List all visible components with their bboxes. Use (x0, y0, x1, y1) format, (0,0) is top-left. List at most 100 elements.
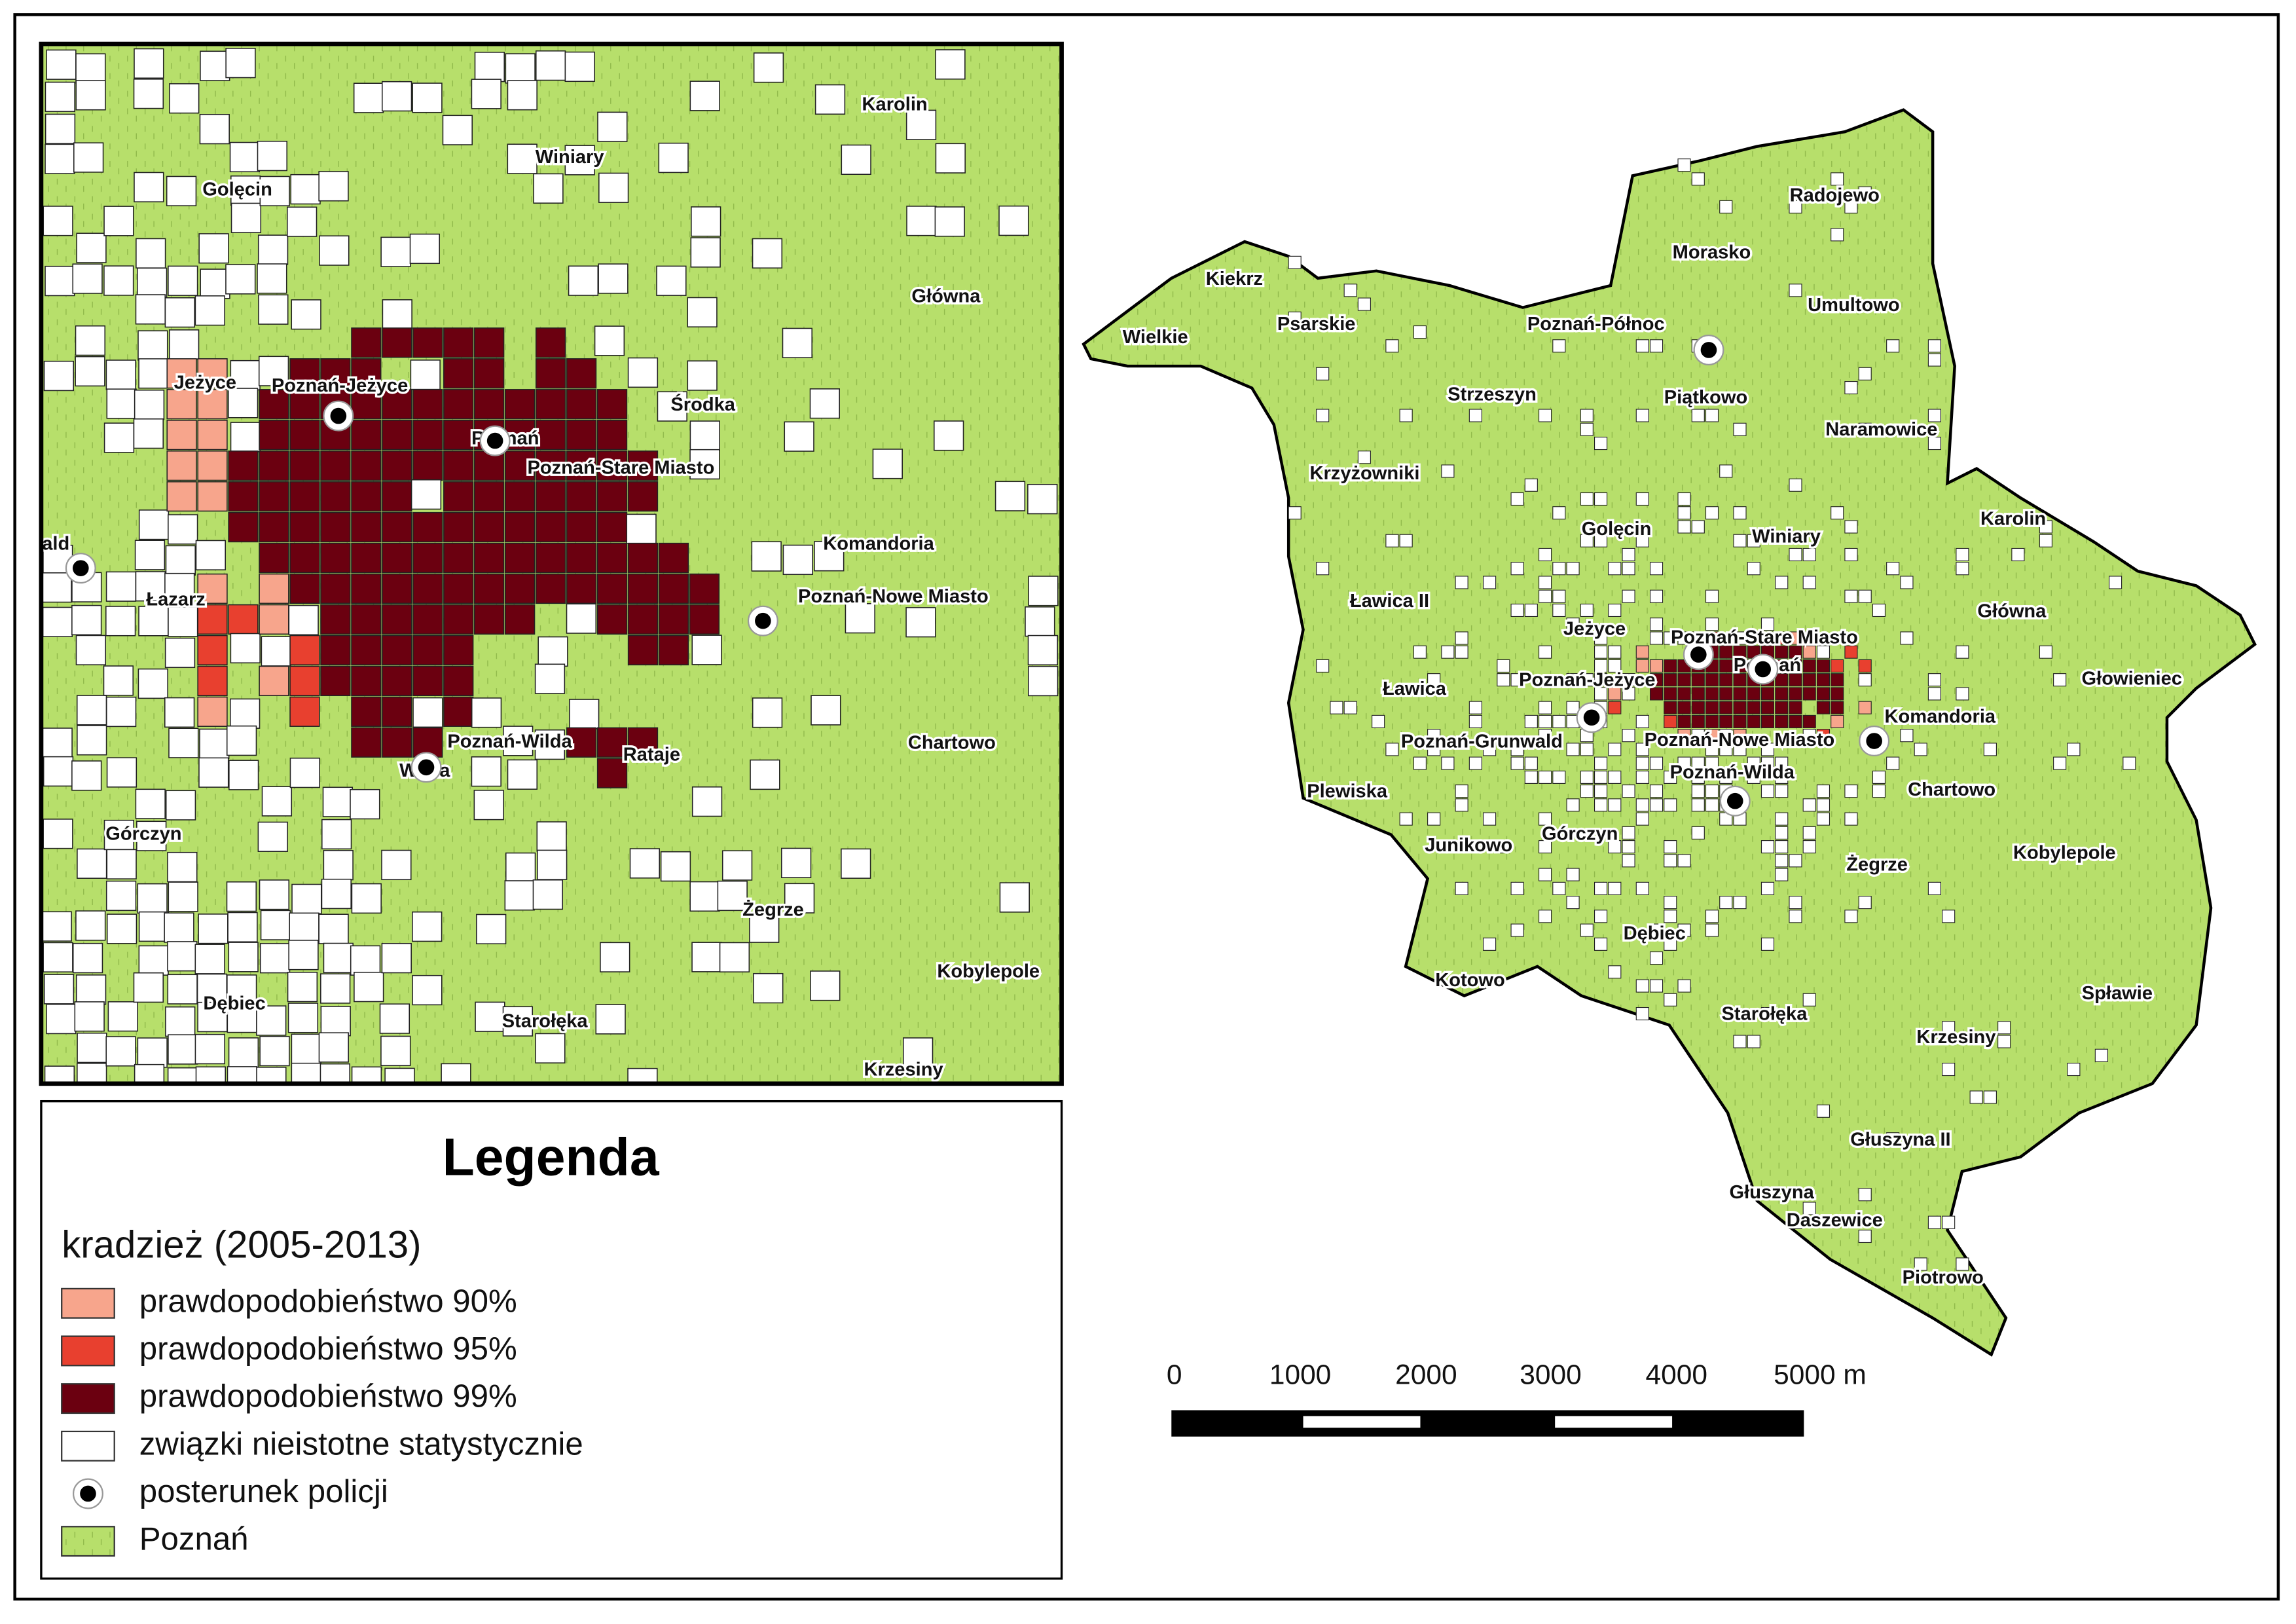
district-label: Dębiec (203, 993, 265, 1014)
inset-cell (505, 481, 536, 512)
main-cell (1760, 840, 1775, 854)
district-label: Kobylepole (2013, 842, 2116, 863)
main-cell (1802, 826, 1816, 840)
inset-cell (721, 850, 753, 881)
main-cell (1635, 743, 1649, 756)
inset-cell (566, 511, 597, 543)
inset-cell (1027, 484, 1058, 515)
inset-cell (105, 880, 137, 912)
main-cell (1844, 200, 1858, 213)
inset-cell (1027, 635, 1059, 666)
inset-cell (318, 1032, 349, 1063)
inset-cell (197, 481, 228, 512)
inset-cell (810, 970, 841, 1001)
main-cell (1664, 993, 1677, 1006)
police-station-dot (1690, 646, 1707, 663)
inset-cell (106, 849, 137, 879)
main-cell (1580, 923, 1594, 937)
main-cell (1858, 701, 1872, 714)
main-cell (1649, 923, 1664, 937)
inset-cell (290, 174, 321, 205)
inset-cell (228, 760, 259, 790)
inset-cell (320, 450, 351, 481)
main-cell (1510, 923, 1524, 937)
main-cell (1635, 979, 1649, 993)
main-cell (1622, 547, 1635, 562)
district-label: Główna (911, 286, 981, 307)
inset-cell (596, 758, 628, 788)
main-cell (1524, 756, 1538, 770)
legend-swatch (61, 1335, 115, 1367)
main-cell (1831, 714, 1844, 728)
main-cell (1900, 631, 1914, 645)
main-cell (1316, 659, 1330, 673)
main-cell (1789, 284, 1802, 297)
inset-cell (507, 143, 538, 174)
main-cell (1802, 993, 1816, 1006)
main-cell (1664, 701, 1677, 714)
main-cell (1691, 756, 1705, 770)
district-label: Golęcin (1582, 519, 1652, 540)
legend-swatch (61, 1526, 115, 1557)
main-cell (1705, 714, 1719, 728)
inset-cell (934, 206, 965, 237)
main-cell (1664, 910, 1677, 923)
main-cell (1719, 645, 1733, 659)
inset-cell (321, 819, 352, 850)
main-cell (1608, 770, 1622, 784)
inset-cell (752, 697, 783, 728)
main-cell (1775, 673, 1789, 687)
scale-label: 1000 (1269, 1359, 1331, 1390)
inset-cell (289, 358, 320, 389)
inset-cell (351, 450, 382, 481)
main-cell (1580, 784, 1594, 798)
scale-label: 0 (1167, 1359, 1182, 1390)
main-cell (1552, 770, 1566, 784)
inset-cell (474, 573, 505, 604)
inset-cell (137, 267, 168, 298)
inset-cell (168, 606, 198, 637)
main-cell (1942, 1215, 1956, 1229)
main-cell (1997, 1021, 2011, 1035)
inset-cell (658, 635, 689, 666)
main-cell (1789, 687, 1802, 701)
inset-cell (535, 389, 566, 420)
inset-cell (135, 788, 166, 819)
main-cell (1844, 380, 1858, 395)
inset-cell (194, 1033, 225, 1065)
main-cell (1691, 826, 1705, 840)
inset-cell (137, 330, 168, 361)
inset-cell (412, 420, 443, 451)
main-cell (1775, 701, 1789, 714)
inset-cell (137, 883, 168, 914)
main-cell (1580, 492, 1594, 506)
main-cell (1455, 645, 1468, 659)
inset-cell (289, 573, 320, 604)
main-cell (1413, 325, 1427, 339)
main-cell (1942, 910, 1956, 923)
district-label: Piątkowo (1664, 387, 1748, 408)
main-cell (1691, 520, 1705, 534)
main-cell (1816, 1104, 1831, 1118)
inset-cell (320, 573, 351, 604)
inset-cell (533, 173, 564, 204)
main-cell (1983, 1090, 1997, 1104)
main-cell (1413, 645, 1427, 659)
inset-cell (443, 450, 474, 481)
inset-cell (168, 728, 199, 758)
main-cell (1566, 868, 1580, 881)
inset-cell (381, 81, 412, 112)
main-cell (1580, 770, 1594, 784)
inset-cell (289, 389, 320, 420)
legend-title: Legenda (443, 1128, 660, 1187)
inset-cell (505, 542, 536, 574)
main-cell (1886, 562, 1900, 576)
inset-cell (194, 944, 225, 974)
inset-cell (261, 636, 291, 667)
main-cell (1831, 506, 1844, 520)
legend-swatch (61, 1383, 115, 1414)
inset-cell (42, 728, 73, 758)
inset-cell (74, 1001, 105, 1032)
main-cell (1539, 729, 1552, 743)
main-cell (1441, 756, 1455, 770)
